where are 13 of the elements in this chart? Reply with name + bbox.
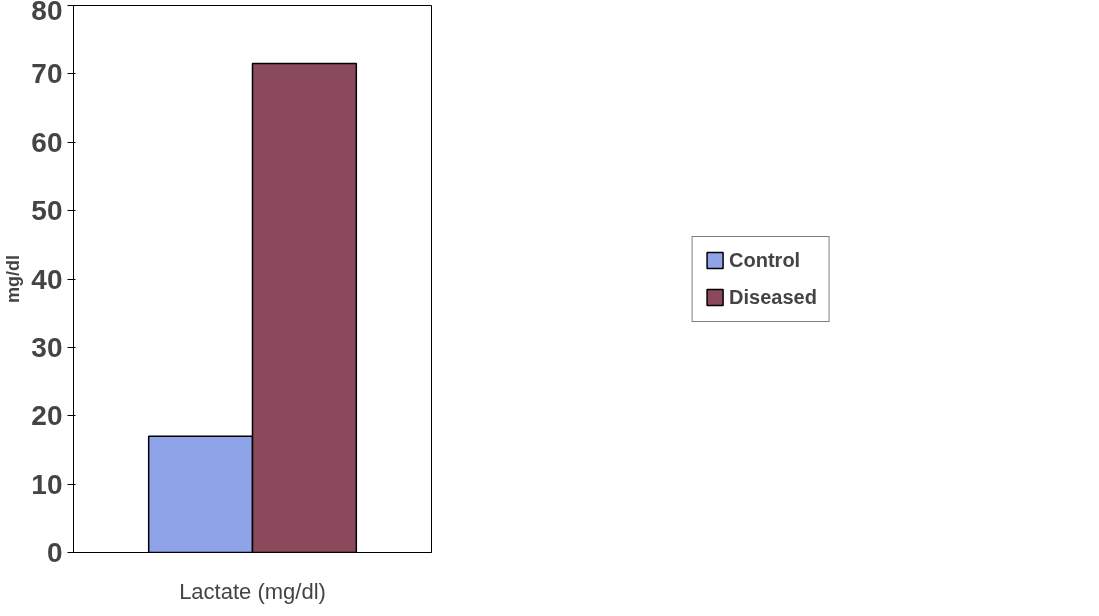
legend-label: Diseased <box>729 285 817 309</box>
x-tick-label: Lactate (mg/dl) <box>179 578 326 604</box>
y-tick-label: 0 <box>46 537 63 568</box>
legend-label: Control <box>729 248 801 272</box>
y-tick-label: 20 <box>31 400 63 432</box>
y-tick-label: 70 <box>31 58 63 90</box>
y-axis-title: mg/dl <box>3 255 24 303</box>
y-tick-label: 80 <box>31 0 63 26</box>
y-tick-label: 10 <box>31 468 63 500</box>
y-tick-label: 30 <box>31 331 63 363</box>
y-tick-label: 50 <box>31 195 63 227</box>
y-tick-label: 60 <box>31 126 63 158</box>
y-tick-label: 40 <box>31 263 63 295</box>
